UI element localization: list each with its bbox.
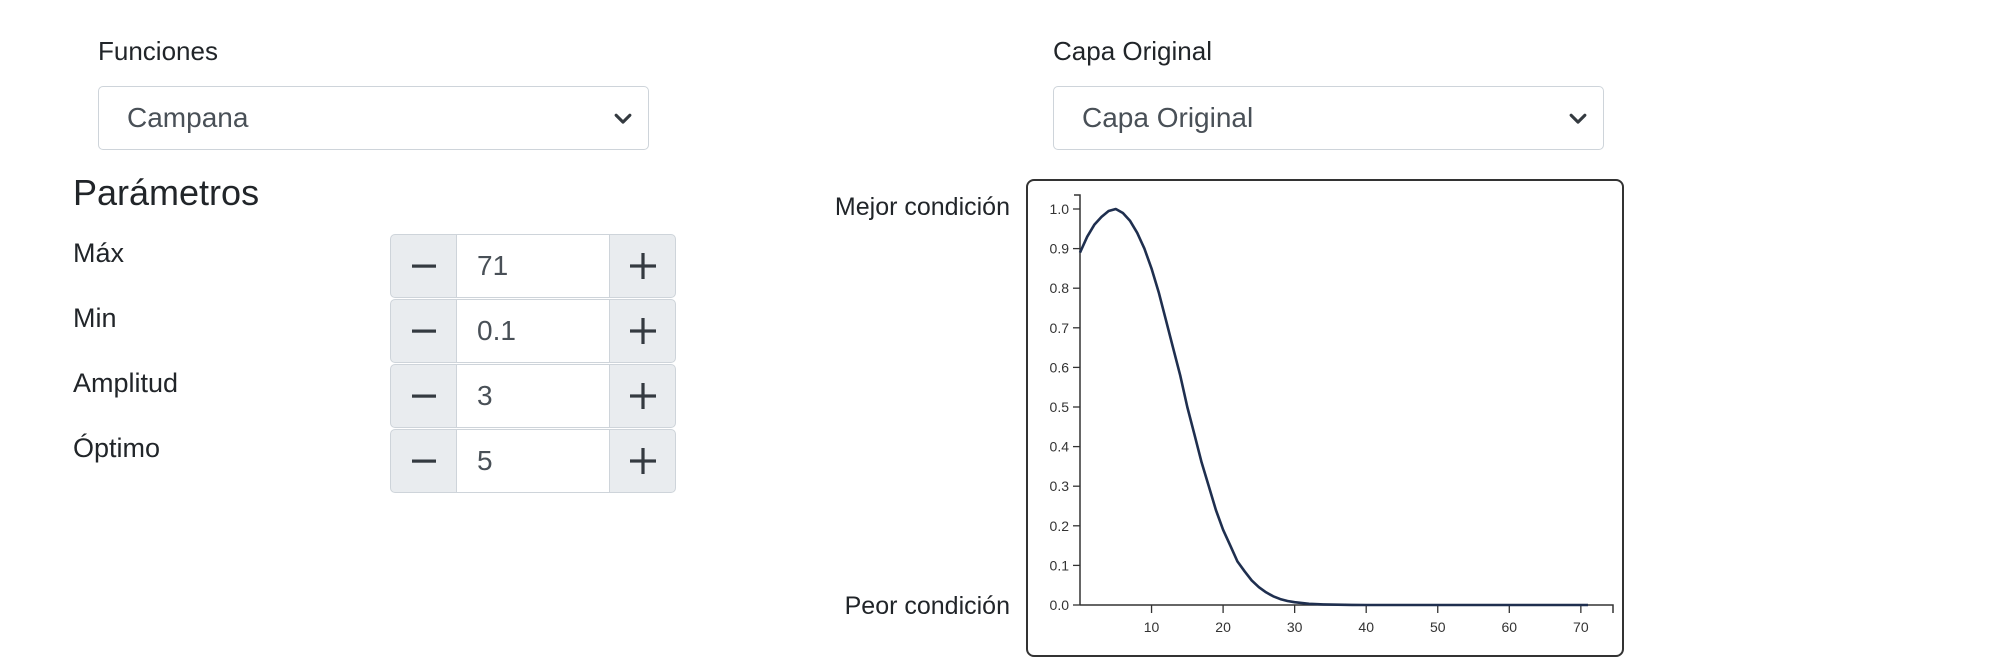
y-tick-label: 0.6 bbox=[1050, 359, 1070, 375]
y-tick-label: 0.7 bbox=[1050, 320, 1070, 336]
y-tick-label: 0.2 bbox=[1050, 518, 1070, 534]
minus-icon bbox=[411, 459, 436, 463]
param-label-amplitud: Amplitud bbox=[73, 368, 179, 398]
param-label-min: Min bbox=[73, 303, 117, 333]
increment-max-button[interactable] bbox=[609, 234, 676, 298]
x-tick-label: 30 bbox=[1287, 619, 1303, 635]
y-tick-label: 0.1 bbox=[1050, 557, 1070, 573]
decrement-min-button[interactable] bbox=[390, 299, 457, 363]
stepper-optimo: 5 bbox=[390, 429, 676, 493]
y-axis bbox=[1074, 194, 1081, 605]
param-label-max: Máx bbox=[73, 238, 125, 268]
stepper-min: 0.1 bbox=[390, 299, 676, 363]
y-tick-label: 0.4 bbox=[1050, 439, 1070, 455]
stepper-max: 71 bbox=[390, 234, 676, 298]
stepper-amplitud: 3 bbox=[390, 364, 676, 428]
decrement-amplitud-button[interactable] bbox=[390, 364, 457, 428]
bell-curve-chart: 0.0 0.1 0.2 0.3 0.4 0.5 0.6 0.7 0.8 0.9 1.0 10 20 30 4… bbox=[1050, 194, 1614, 635]
plus-icon bbox=[629, 318, 656, 344]
increment-amplitud-button[interactable] bbox=[609, 364, 676, 428]
series-line bbox=[1078, 207, 1588, 607]
chevron-down-icon bbox=[1569, 113, 1587, 124]
funciones-select[interactable]: Campana bbox=[98, 86, 649, 150]
param-label-optimo: Óptimo bbox=[73, 433, 161, 463]
y-tick-label: 0.9 bbox=[1050, 241, 1070, 257]
y-tick-label: 0.5 bbox=[1050, 399, 1070, 415]
x-tick-label: 60 bbox=[1502, 619, 1518, 635]
funciones-selected-value: Campana bbox=[127, 102, 249, 133]
capa-select[interactable]: Capa Original bbox=[1053, 86, 1604, 150]
decrement-optimo-button[interactable] bbox=[390, 429, 457, 493]
amplitud-input[interactable]: 3 bbox=[457, 364, 609, 428]
increment-min-button[interactable] bbox=[609, 299, 676, 363]
chart-frame: 0.0 0.1 0.2 0.3 0.4 0.5 0.6 0.7 0.8 0.9 1.0 10 20 30 4… bbox=[1026, 179, 1624, 657]
y-tick-label: 0.0 bbox=[1050, 597, 1070, 613]
minus-icon bbox=[411, 394, 436, 398]
parametros-title: Parámetros bbox=[73, 172, 260, 213]
capa-selected-value: Capa Original bbox=[1082, 102, 1254, 133]
chevron-down-icon bbox=[614, 113, 632, 124]
worst-condition-label: Peor condición bbox=[844, 592, 1010, 620]
plus-icon bbox=[629, 448, 656, 474]
y-tick-label: 1.0 bbox=[1050, 201, 1070, 217]
y-tick-label: 0.8 bbox=[1050, 280, 1070, 296]
minus-icon bbox=[411, 264, 436, 268]
min-input[interactable]: 0.1 bbox=[457, 299, 609, 363]
optimo-input[interactable]: 5 bbox=[457, 429, 609, 493]
plus-icon bbox=[629, 383, 656, 409]
y-tick-label: 0.3 bbox=[1050, 478, 1070, 494]
x-tick-label: 70 bbox=[1573, 619, 1589, 635]
capa-label: Capa Original bbox=[1053, 36, 1212, 66]
decrement-max-button[interactable] bbox=[390, 234, 457, 298]
x-tick-label: 40 bbox=[1358, 619, 1374, 635]
max-input[interactable]: 71 bbox=[457, 234, 609, 298]
increment-optimo-button[interactable] bbox=[609, 429, 676, 493]
minus-icon bbox=[411, 329, 436, 333]
x-axis bbox=[1080, 604, 1614, 613]
x-tick-label: 50 bbox=[1430, 619, 1446, 635]
plus-icon bbox=[629, 253, 656, 279]
x-tick-label: 10 bbox=[1144, 619, 1160, 635]
funciones-label: Funciones bbox=[98, 36, 218, 66]
best-condition-label: Mejor condición bbox=[834, 193, 1010, 221]
x-tick-label: 20 bbox=[1215, 619, 1231, 635]
